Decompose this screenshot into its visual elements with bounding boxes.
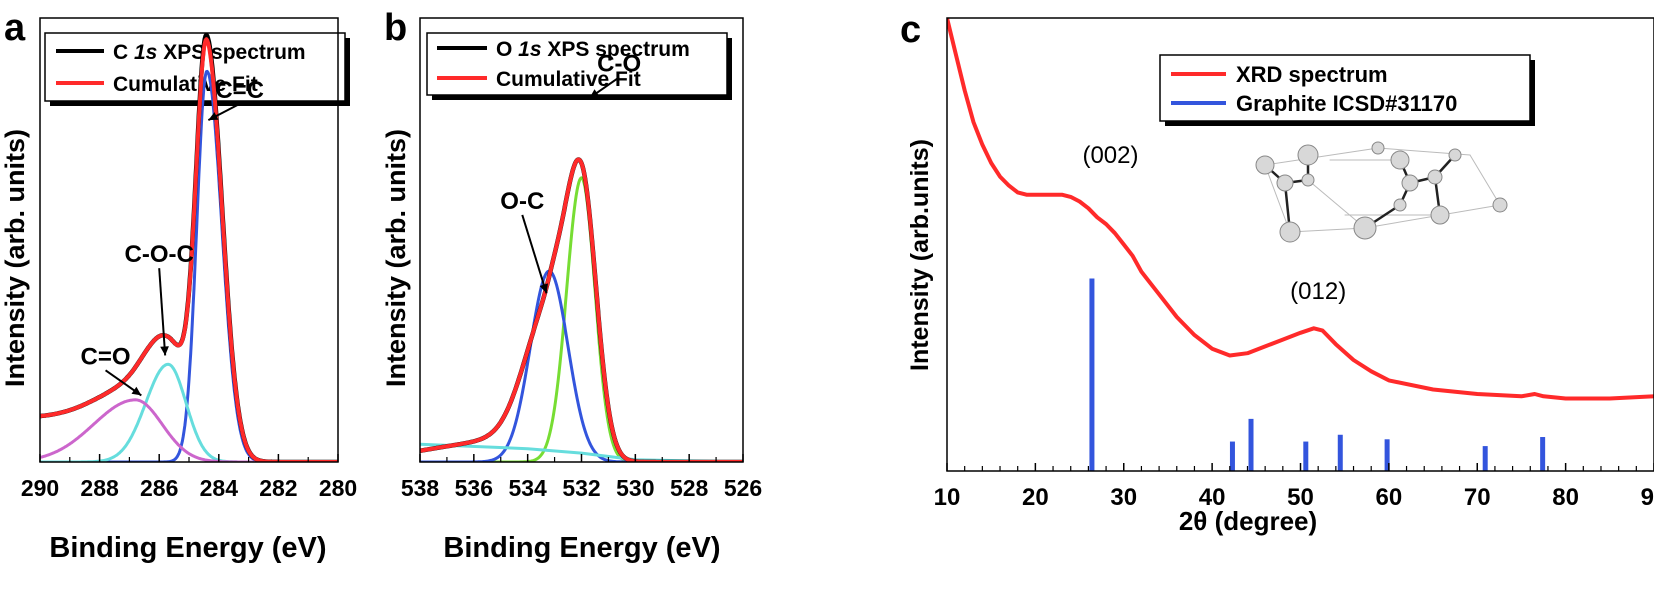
panel-label-a: a	[4, 7, 26, 49]
x-axis-ticks: 538 536 534 532 530 528 526	[401, 454, 762, 501]
annotation-arrowhead	[208, 112, 219, 121]
legend-entry-prefix: O	[496, 38, 518, 61]
x-tick-label: 534	[508, 475, 547, 501]
x-tick-label: 30	[1110, 484, 1137, 511]
legend: C 1s XPS spectrum Cumulative Fit	[44, 32, 350, 106]
x-tick-label: 10	[934, 484, 961, 511]
y-axis-label: Intensity (arb. units)	[381, 129, 411, 387]
annotation-arrow	[158, 268, 167, 356]
annotation-o-c: O-C	[500, 188, 544, 215]
legend-entry: XRD spectrum	[1236, 62, 1388, 87]
annotation-c-o: C-O	[597, 50, 641, 77]
x-tick-label: 530	[616, 475, 654, 501]
panel-c: c Intensity (arb.units) 2θ (degree) XRD …	[900, 9, 1654, 536]
legend: O 1s XPS spectrum Cumulative Fit	[426, 32, 732, 100]
x-axis-label: 2θ (degree)	[1179, 506, 1317, 536]
x-axis-ticks: 290 288 286 284 282 280	[21, 454, 357, 501]
x-axis-ticks: 10 20 30 40 50 60 70 80 90	[934, 463, 1654, 511]
x-tick-label: 50	[1287, 484, 1314, 511]
series-o-c	[420, 269, 743, 462]
legend-entry: Graphite ICSD#31170	[1236, 91, 1457, 116]
x-tick-label: 286	[140, 475, 178, 501]
panel-b: b Intensity (arb. units) Binding Energy …	[381, 7, 762, 564]
legend-box	[426, 32, 728, 96]
annotation-arrow	[521, 214, 548, 294]
plot-area	[947, 18, 1654, 471]
series-xrd-spectrum	[947, 18, 1654, 401]
annotation-arrowhead	[589, 89, 600, 98]
x-tick-label: 282	[259, 475, 297, 501]
annotation-arrowhead	[160, 346, 169, 356]
panel-a: a Intensity (arb. units) Binding Energy …	[0, 7, 357, 564]
annotation-arrowhead	[131, 386, 142, 396]
x-tick-label: 532	[562, 475, 600, 501]
x-tick-label: 60	[1376, 484, 1403, 511]
x-tick-label: 20	[1022, 484, 1049, 511]
x-tick-label: 526	[724, 475, 762, 501]
x-tick-label: 288	[80, 475, 119, 501]
x-tick-label: 290	[21, 475, 59, 501]
legend-entry: O 1s XPS spectrum	[496, 38, 690, 61]
x-tick-label: 538	[401, 475, 440, 501]
x-tick-label: 280	[319, 475, 357, 501]
x-tick-label: 70	[1464, 484, 1491, 511]
annotation-002: (002)	[1082, 142, 1138, 169]
annotation-arrowhead	[539, 283, 548, 294]
x-tick-label: 80	[1552, 484, 1579, 511]
x-tick-label: 536	[455, 475, 493, 501]
x-axis-label: Binding Energy (eV)	[443, 532, 720, 564]
series-c-c	[40, 69, 338, 462]
annotation-c-o: C=O	[81, 343, 131, 370]
legend-entry: Cumulative Fit	[496, 68, 641, 91]
panel-label-b: b	[384, 7, 407, 49]
legend-entry-italic: 1s	[518, 38, 541, 61]
y-axis-label: Intensity (arb. units)	[0, 129, 30, 387]
series-cumulative-fit	[40, 37, 338, 462]
x-tick-label: 90	[1641, 484, 1654, 511]
series-cumulative-fit	[420, 157, 743, 462]
atoms	[1255, 141, 1508, 243]
legend: XRD spectrum Graphite ICSD#31170	[1159, 54, 1535, 126]
y-axis-label: Intensity (arb.units)	[906, 139, 934, 371]
legend-box	[1159, 54, 1531, 122]
x-tick-label: 284	[200, 475, 239, 501]
legend-box	[44, 32, 346, 102]
x-tick-label: 528	[670, 475, 709, 501]
panel-label-c: c	[900, 9, 921, 51]
series-c-o	[420, 176, 743, 462]
annotation-012: (012)	[1290, 278, 1346, 305]
legend-entry-suffix: XPS spectrum	[157, 41, 305, 64]
legend-entry-prefix: C	[113, 41, 134, 64]
legend-entry-suffix: XPS spectrum	[542, 38, 690, 61]
series-c-o	[40, 398, 338, 462]
series-graphite-icsd-31170	[1089, 278, 1546, 471]
graphite-structure-inset	[1255, 141, 1508, 243]
legend-entry-italic: 1s	[134, 41, 157, 64]
legend-entry: Cumulative Fit	[113, 73, 258, 96]
x-axis-label: Binding Energy (eV)	[49, 532, 326, 564]
plot-area	[420, 157, 743, 462]
annotation-c-o-c: C-O-C	[125, 241, 194, 268]
x-tick-label: 40	[1199, 484, 1226, 511]
legend-entry: C 1s XPS spectrum	[113, 41, 306, 64]
annotation-c-c: C=C	[215, 77, 264, 104]
